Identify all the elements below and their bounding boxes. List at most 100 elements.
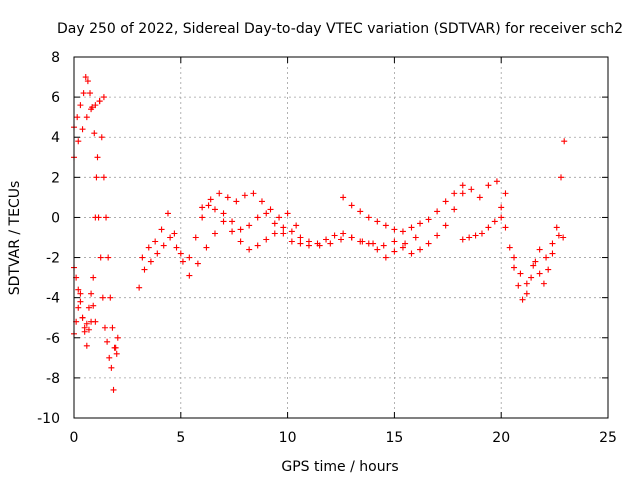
data-point xyxy=(160,242,167,249)
x-tick-label: 15 xyxy=(385,430,403,446)
y-tick-label: -6 xyxy=(46,331,60,347)
data-point xyxy=(374,218,381,225)
data-point xyxy=(152,238,159,245)
data-point xyxy=(476,194,483,201)
data-point xyxy=(83,342,90,349)
series-sat-e xyxy=(136,202,419,291)
data-point xyxy=(382,222,389,229)
data-point xyxy=(100,94,107,101)
data-point xyxy=(79,126,86,133)
data-point xyxy=(87,90,94,97)
y-tick-label: 8 xyxy=(51,50,60,66)
data-point xyxy=(101,324,108,331)
data-point xyxy=(171,230,178,237)
data-point xyxy=(75,138,82,145)
data-point xyxy=(92,318,99,325)
plot-frame xyxy=(73,56,609,419)
data-point xyxy=(254,242,261,249)
data-point xyxy=(79,314,86,321)
data-point xyxy=(74,114,81,121)
data-point xyxy=(408,224,415,231)
data-point xyxy=(511,264,518,271)
data-point xyxy=(164,210,171,217)
data-point xyxy=(536,246,543,253)
data-point xyxy=(515,282,522,289)
x-tick-labels: 0 5 10 15 20 25 xyxy=(70,430,617,446)
data-point xyxy=(502,224,509,231)
data-point xyxy=(271,230,278,237)
data-point xyxy=(77,298,84,305)
data-point xyxy=(478,230,485,237)
data-point xyxy=(523,290,530,297)
data-point xyxy=(194,260,201,267)
data-point xyxy=(297,240,304,247)
data-point xyxy=(276,214,283,221)
data-point xyxy=(241,192,248,199)
data-point xyxy=(75,304,82,311)
data-point xyxy=(357,238,364,245)
y-tick-labels: -10 -8 -6 -4 -2 0 2 4 6 8 xyxy=(37,50,60,427)
x-tick-label: 10 xyxy=(279,430,297,446)
data-points xyxy=(71,74,568,393)
data-point xyxy=(425,216,432,223)
data-point xyxy=(491,218,498,225)
data-point xyxy=(434,232,441,239)
data-point xyxy=(280,224,287,231)
data-point xyxy=(555,232,562,239)
data-point xyxy=(99,294,106,301)
y-tick-label: -4 xyxy=(46,291,60,307)
data-point xyxy=(549,250,556,257)
data-point xyxy=(106,354,113,361)
data-point xyxy=(271,220,278,227)
data-point xyxy=(288,228,295,235)
data-point xyxy=(258,198,265,205)
data-point xyxy=(412,234,419,241)
data-point xyxy=(530,262,537,269)
data-point xyxy=(154,250,161,257)
x-tick-label: 20 xyxy=(492,430,510,446)
data-point xyxy=(179,258,186,265)
data-point xyxy=(113,350,120,357)
data-point xyxy=(502,190,509,197)
data-point xyxy=(88,106,95,113)
data-point xyxy=(402,240,409,247)
data-point xyxy=(305,238,312,245)
y-tick-label: -8 xyxy=(46,371,60,387)
data-point xyxy=(288,238,295,245)
data-point xyxy=(472,232,479,239)
series-sat-f xyxy=(139,210,389,279)
data-point xyxy=(77,102,84,109)
data-point xyxy=(523,280,530,287)
data-point xyxy=(83,320,90,327)
data-point xyxy=(348,234,355,241)
data-point xyxy=(220,218,227,225)
data-point xyxy=(391,248,398,255)
data-point xyxy=(111,344,118,351)
series-sat-c xyxy=(71,264,99,331)
data-point xyxy=(485,224,492,231)
data-point xyxy=(92,214,99,221)
data-point xyxy=(147,258,154,265)
data-point xyxy=(314,240,321,247)
series-sat-g xyxy=(199,190,300,229)
data-point xyxy=(451,190,458,197)
data-point xyxy=(284,210,291,217)
data-point xyxy=(254,214,261,221)
data-point xyxy=(545,266,552,273)
data-point xyxy=(90,302,97,309)
data-point xyxy=(136,284,143,291)
data-point xyxy=(211,230,218,237)
x-tick-label: 25 xyxy=(599,430,617,446)
data-point xyxy=(91,130,98,137)
data-point xyxy=(365,240,372,247)
data-point xyxy=(103,214,110,221)
data-point xyxy=(145,244,152,251)
data-point xyxy=(399,244,406,251)
data-point xyxy=(205,202,212,209)
data-point xyxy=(224,194,231,201)
data-point xyxy=(229,228,236,235)
data-point xyxy=(434,208,441,215)
data-point xyxy=(519,296,526,303)
data-point xyxy=(340,230,347,237)
data-point xyxy=(83,114,90,121)
